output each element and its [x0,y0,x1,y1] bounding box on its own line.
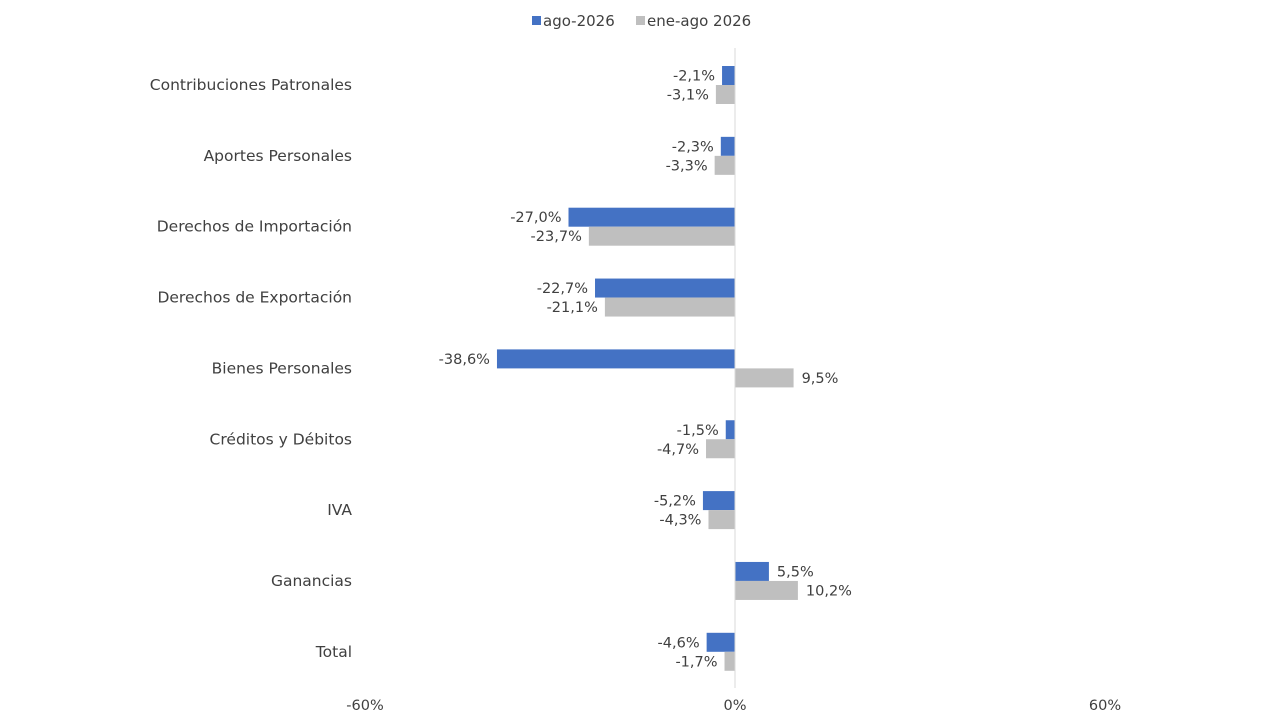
bar-ago-2026-iva [702,491,735,511]
bar-ene-ago-2026-contribuciones-patronales [715,85,735,104]
category-labels: Contribuciones Patronales Aportes Persona… [150,76,353,661]
bar-ago-2026-aportes-personales [720,136,735,156]
bar-ago-2026-bienes-personales [496,349,735,369]
bar-ago-2026-contribuciones-patronales [722,66,735,85]
category-label-iva: IVA [327,501,352,519]
value-label-ene-ago-2026-iva: -4,3% [659,513,701,529]
bar-ago-2026-derechos-de-exportacion [595,278,735,298]
value-label-ene-ago-2026-total: -1,7% [675,654,717,670]
legend: ago-2026 ene-ago 2026 [532,12,751,30]
x-tick-label-0: 0% [723,698,746,714]
bar-ene-ago-2026-ganancias [735,580,798,600]
value-labels: -2,1% -3,1% -2,3% -3,3% -27,0% -23,7% -22,7% -2… [439,69,852,671]
value-label-ago-2026-ganancias: 5,5% [777,564,814,580]
category-label-aportes-personales: Aportes Personales [204,147,352,165]
value-label-ago-2026-iva: -5,2% [654,494,696,510]
value-label-ene-ago-2026-derechos-de-importacion: -23,7% [531,229,582,245]
legend-swatch-ago-2026 [532,16,541,25]
value-label-ago-2026-contribuciones-patronales: -2,1% [673,69,715,85]
value-label-ene-ago-2026-ganancias: 10,2% [806,583,852,599]
value-label-ago-2026-total: -4,6% [658,635,700,651]
value-label-ago-2026-derechos-de-importacion: -27,0% [510,210,561,226]
bar-ene-ago-2026-derechos-de-exportacion [604,297,735,317]
category-label-ganancias: Ganancias [271,572,352,590]
bars [496,66,798,671]
category-label-bienes-personales: Bienes Personales [212,359,352,377]
value-label-ene-ago-2026-bienes-personales: 9,5% [802,371,839,387]
legend-swatch-ene-ago-2026 [636,16,645,25]
legend-label-ene-ago-2026: ene-ago 2026 [647,12,751,30]
x-tick-label-minus-60: -60% [346,698,383,714]
legend-label-ago-2026: ago-2026 [543,12,615,30]
value-label-ene-ago-2026-derechos-de-exportacion: -21,1% [547,300,598,316]
bar-ene-ago-2026-creditos-y-debitos [706,439,735,459]
bar-ene-ago-2026-bienes-personales [735,368,794,388]
value-label-ago-2026-aportes-personales: -2,3% [672,139,714,155]
category-label-contribuciones-patronales: Contribuciones Patronales [150,76,352,94]
x-tick-label-60: 60% [1089,698,1121,714]
bar-ene-ago-2026-total [724,651,735,671]
category-label-creditos-y-debitos: Créditos y Débitos [210,430,352,448]
value-label-ene-ago-2026-contribuciones-patronales: -3,1% [667,88,709,104]
value-label-ago-2026-creditos-y-debitos: -1,5% [677,423,719,439]
bar-ago-2026-ganancias [735,561,769,581]
value-label-ago-2026-derechos-de-exportacion: -22,7% [537,281,588,297]
bar-ago-2026-total [706,632,735,652]
bar-ene-ago-2026-derechos-de-importacion [588,226,735,246]
category-label-total: Total [315,643,352,661]
value-label-ene-ago-2026-aportes-personales: -3,3% [666,158,708,174]
bar-ago-2026-creditos-y-debitos [725,420,735,440]
value-label-ago-2026-bienes-personales: -38,6% [439,352,490,368]
category-label-derechos-de-exportacion: Derechos de Exportación [157,289,352,307]
value-label-ene-ago-2026-creditos-y-debitos: -4,7% [657,442,699,458]
x-axis-tick-labels: -60% 0% 60% [346,698,1121,714]
bar-ago-2026-derechos-de-importacion [568,207,735,227]
bar-ene-ago-2026-aportes-personales [714,155,735,175]
category-label-derechos-de-importacion: Derechos de Importación [157,218,352,236]
bar-ene-ago-2026-iva [708,510,735,530]
